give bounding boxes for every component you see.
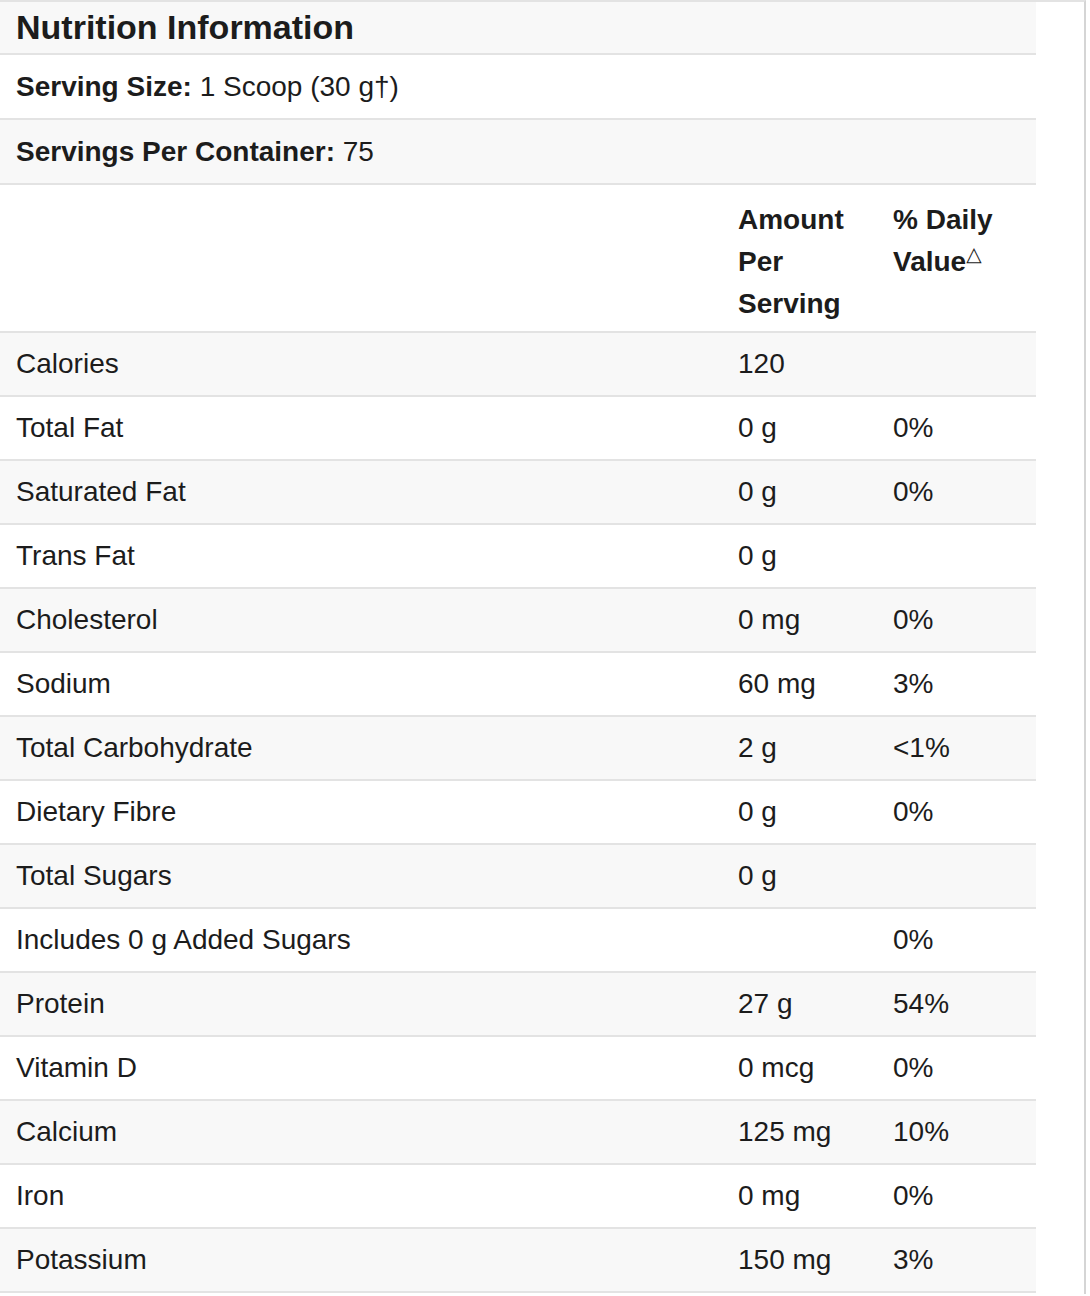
amount-value: 0 g	[722, 396, 877, 460]
servings-per-container-value: 75	[343, 136, 374, 167]
amount-value: 0 g	[722, 844, 877, 908]
column-header-amount: Amount Per Serving	[722, 184, 877, 332]
table-header-row: Amount Per Serving % Daily Value△	[0, 184, 1036, 332]
amount-value: 0 g	[722, 524, 877, 588]
nutrient-label: Calcium	[0, 1100, 722, 1164]
amount-value: 0 g	[722, 460, 877, 524]
amount-value: 0 mcg	[722, 1036, 877, 1100]
table-row: Calories 120	[0, 332, 1036, 396]
daily-value-footnote-mark: △	[966, 243, 981, 265]
table-row: Potassium 150 mg 3%	[0, 1228, 1036, 1292]
nutrient-label: Potassium	[0, 1228, 722, 1292]
header-spacer-cell	[0, 184, 722, 332]
daily-value: 0%	[877, 588, 1036, 652]
serving-size-label: Serving Size:	[16, 71, 192, 102]
daily-value: 10%	[877, 1100, 1036, 1164]
daily-value: 0%	[877, 780, 1036, 844]
daily-value: 0%	[877, 1036, 1036, 1100]
daily-value: 0%	[877, 460, 1036, 524]
daily-value	[877, 524, 1036, 588]
product-info-panel: Nutrition Information Serving Size: 1 Sc…	[0, 0, 1086, 1294]
nutrition-facts-table: Nutrition Information Serving Size: 1 Sc…	[0, 2, 1036, 1293]
nutrient-label: Protein	[0, 972, 722, 1036]
amount-value: 0 mg	[722, 1164, 877, 1228]
table-row: Calcium 125 mg 10%	[0, 1100, 1036, 1164]
table-row-serving-size: Serving Size: 1 Scoop (30 g†)	[0, 54, 1036, 119]
amount-value: 120	[722, 332, 877, 396]
daily-value: 3%	[877, 1228, 1036, 1292]
daily-value: 0%	[877, 396, 1036, 460]
table-row-title: Nutrition Information	[0, 2, 1036, 54]
table-row: Total Fat 0 g 0%	[0, 396, 1036, 460]
servings-per-container-cell: Servings Per Container: 75	[0, 119, 1036, 184]
table-row: Protein 27 g 54%	[0, 972, 1036, 1036]
nutrient-label: Saturated Fat	[0, 460, 722, 524]
amount-value: 27 g	[722, 972, 877, 1036]
table-row: Total Sugars 0 g	[0, 844, 1036, 908]
servings-per-container-label: Servings Per Container:	[16, 136, 335, 167]
table-row: Sodium 60 mg 3%	[0, 652, 1036, 716]
table-row: Total Carbohydrate 2 g <1%	[0, 716, 1036, 780]
nutrient-label: Total Sugars	[0, 844, 722, 908]
nutrition-table-body: Nutrition Information Serving Size: 1 Sc…	[0, 2, 1036, 1292]
daily-value: 3%	[877, 652, 1036, 716]
amount-value: 125 mg	[722, 1100, 877, 1164]
table-row: Saturated Fat 0 g 0%	[0, 460, 1036, 524]
amount-value: 0 mg	[722, 588, 877, 652]
table-row: Vitamin D 0 mcg 0%	[0, 1036, 1036, 1100]
table-row: Dietary Fibre 0 g 0%	[0, 780, 1036, 844]
table-row: Cholesterol 0 mg 0%	[0, 588, 1036, 652]
daily-value	[877, 332, 1036, 396]
amount-value: 0 g	[722, 780, 877, 844]
amount-value: 150 mg	[722, 1228, 877, 1292]
nutrient-label: Sodium	[0, 652, 722, 716]
serving-size-cell: Serving Size: 1 Scoop (30 g†)	[0, 54, 1036, 119]
nutrient-label: Includes 0 g Added Sugars	[0, 908, 722, 972]
daily-value: 0%	[877, 1164, 1036, 1228]
table-row: Includes 0 g Added Sugars 0%	[0, 908, 1036, 972]
amount-value	[722, 908, 877, 972]
nutrient-label: Vitamin D	[0, 1036, 722, 1100]
table-row: Iron 0 mg 0%	[0, 1164, 1036, 1228]
serving-size-value: 1 Scoop (30 g†)	[200, 71, 399, 102]
nutrient-label: Iron	[0, 1164, 722, 1228]
nutrient-label: Calories	[0, 332, 722, 396]
amount-value: 60 mg	[722, 652, 877, 716]
amount-value: 2 g	[722, 716, 877, 780]
column-header-daily-value: % Daily Value△	[877, 184, 1036, 332]
daily-value: 54%	[877, 972, 1036, 1036]
nutrient-label: Cholesterol	[0, 588, 722, 652]
table-row-servings-per-container: Servings Per Container: 75	[0, 119, 1036, 184]
daily-value	[877, 844, 1036, 908]
nutrient-label: Trans Fat	[0, 524, 722, 588]
table-title: Nutrition Information	[0, 2, 1036, 54]
nutrient-label: Total Fat	[0, 396, 722, 460]
daily-value: <1%	[877, 716, 1036, 780]
table-row: Trans Fat 0 g	[0, 524, 1036, 588]
nutrient-label: Dietary Fibre	[0, 780, 722, 844]
daily-value: 0%	[877, 908, 1036, 972]
nutrient-label: Total Carbohydrate	[0, 716, 722, 780]
